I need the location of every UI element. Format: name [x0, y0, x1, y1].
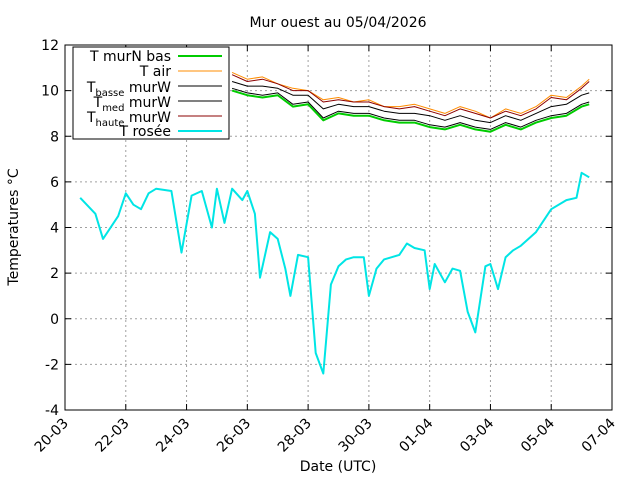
y-tick-label: -2: [45, 357, 59, 373]
legend-label-t-air: T air: [139, 64, 171, 80]
y-tick-label: 8: [50, 129, 59, 145]
y-axis: -4 -2 0 2 4 6 8 10 12: [41, 38, 612, 419]
series-line-t-air: [231, 71, 590, 119]
x-tick-label: 05-04: [518, 415, 558, 455]
x-tick-label: 30-03: [336, 416, 376, 456]
x-tick-label: 26-03: [214, 416, 254, 456]
x-tick-label: 07-04: [579, 415, 619, 455]
x-tick-label: 28-03: [275, 416, 315, 456]
series-group: [79, 71, 590, 375]
x-tick-label: 01-04: [396, 415, 436, 455]
x-axis-label: Date (UTC): [300, 459, 377, 475]
series-line-t-basse-murw: [231, 87, 590, 130]
y-tick-label: 10: [41, 84, 59, 100]
y-tick-label: 2: [50, 266, 59, 282]
x-tick-label: 22-03: [93, 416, 133, 456]
x-tick-label: 03-04: [457, 415, 497, 455]
y-tick-label: 6: [50, 175, 59, 191]
y-tick-label: 4: [50, 221, 59, 237]
y-axis-label: Temperatures °C: [6, 168, 22, 286]
series-line-t-haute-murw: [231, 74, 590, 119]
y-tick-label: -4: [45, 403, 59, 419]
x-tick-label: 20-03: [32, 416, 72, 456]
legend: T murN bas T air Tbasse murW Tmed murW T…: [72, 46, 230, 140]
chart-title: Mur ouest au 05/04/2026: [249, 15, 426, 31]
series-line-t-murn-bas: [231, 89, 590, 133]
series-line-t-med-murw: [231, 81, 590, 124]
y-tick-label: 12: [41, 38, 59, 54]
legend-box: [72, 46, 230, 140]
legend-label-t-murn-bas: T murN bas: [89, 49, 171, 65]
x-tick-label: 24-03: [153, 416, 193, 456]
y-tick-label: 0: [50, 312, 59, 328]
legend-label-t-rosee: T rosée: [118, 124, 171, 140]
series-line-t-rosee: [79, 171, 590, 375]
